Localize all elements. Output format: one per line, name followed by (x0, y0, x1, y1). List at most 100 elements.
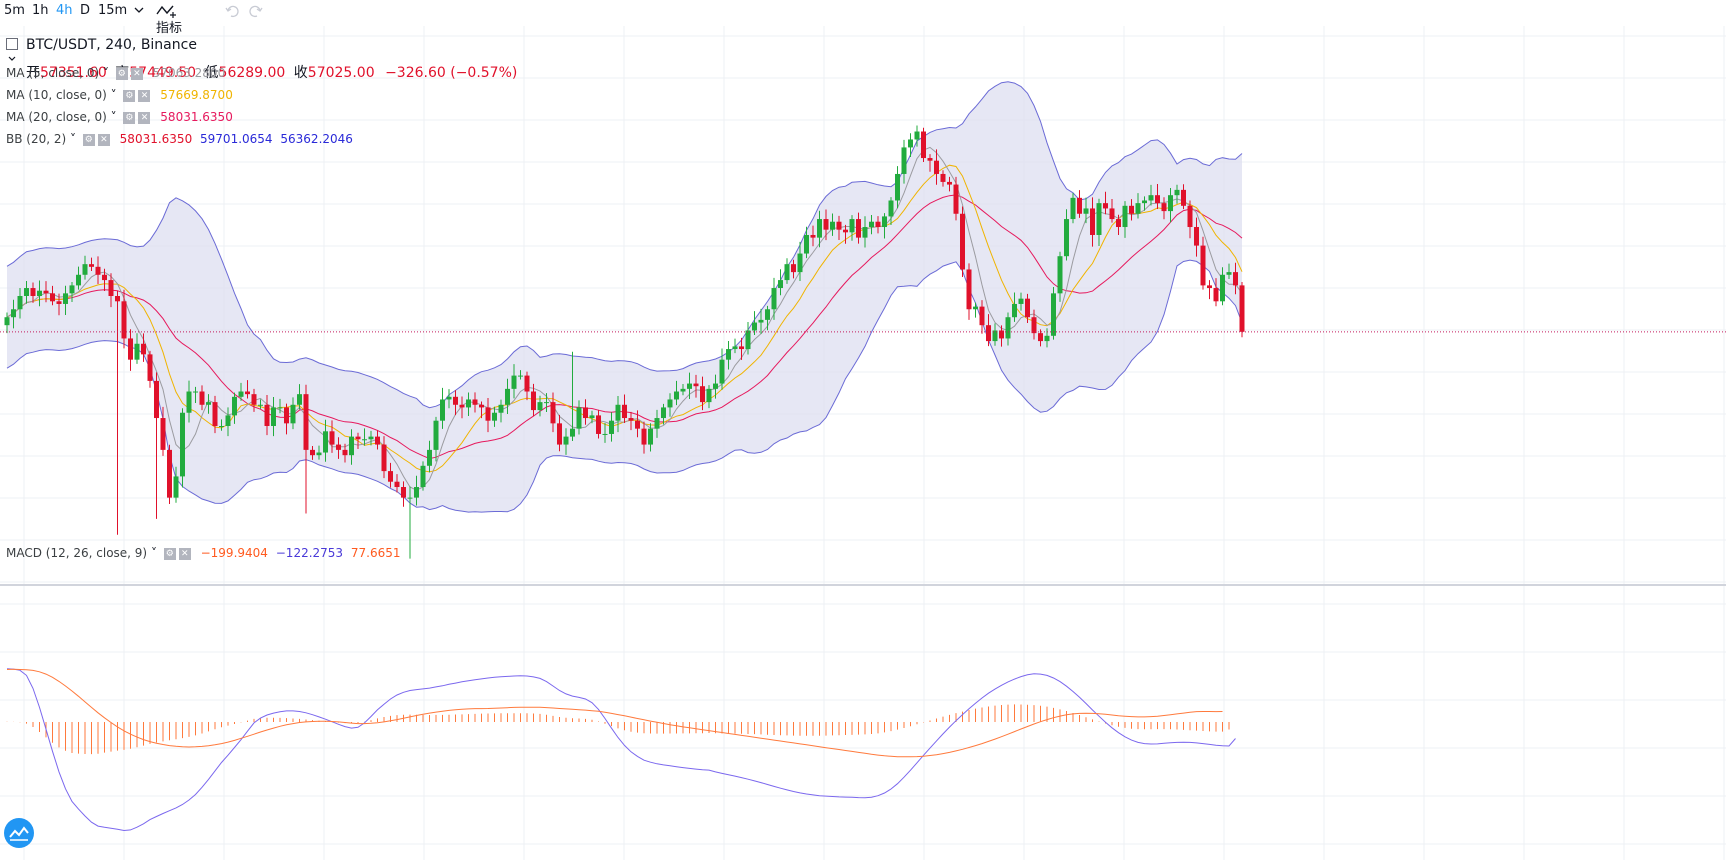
pane-separator[interactable] (0, 584, 1726, 586)
close-icon[interactable]: ✕ (178, 547, 191, 560)
candle (927, 154, 933, 172)
collapse-legend-icon[interactable] (6, 38, 18, 50)
interval-15m-button[interactable]: 15m (98, 3, 128, 18)
candle (875, 216, 881, 234)
candle-body (446, 396, 452, 400)
candle-body (160, 418, 166, 450)
chart-area[interactable] (0, 26, 1726, 860)
settings-icon[interactable]: ⚙ (115, 67, 128, 80)
candle (1083, 197, 1089, 224)
candle-body (349, 436, 354, 456)
candle (973, 302, 978, 318)
candle-body (875, 221, 881, 228)
candle (680, 384, 686, 396)
ma10-legend-name[interactable]: MA (10, close, 0) (6, 88, 107, 102)
close-icon[interactable]: ✕ (138, 111, 151, 124)
logo-icon[interactable] (4, 818, 34, 848)
interval-d-button[interactable]: D (80, 3, 91, 18)
candle (82, 255, 88, 280)
macd-legend-name[interactable]: MACD (12, 26, close, 9) (6, 546, 148, 560)
candle-body (966, 269, 972, 310)
candle-body (687, 383, 692, 389)
candle-body (778, 280, 783, 289)
candle-body (407, 497, 413, 499)
candle-body (570, 428, 575, 437)
candle-body (141, 343, 146, 355)
candle-body (583, 407, 588, 419)
candle-body (1213, 288, 1219, 302)
close-icon[interactable]: ✕ (130, 67, 143, 80)
candle-body (771, 288, 777, 310)
settings-icon[interactable]: ⚙ (123, 89, 136, 102)
indicators-button[interactable]: 指标 (156, 2, 182, 36)
candle-body (466, 399, 471, 408)
candle-body (635, 420, 640, 429)
candle (160, 406, 166, 456)
candle (1103, 191, 1108, 215)
candle (661, 403, 666, 425)
macd-chart[interactable] (0, 586, 1726, 860)
candle-body (654, 418, 660, 429)
chevron-down-icon[interactable]: ˅ (147, 546, 157, 560)
bb-legend-name[interactable]: BB (20, 2) (6, 132, 67, 146)
candle (537, 395, 543, 417)
candle (446, 389, 452, 409)
candle-body (251, 394, 257, 405)
symbol-title[interactable]: BTC/USDT, 240, Binance (26, 37, 197, 53)
candle (719, 348, 725, 390)
candle (1213, 278, 1219, 307)
candle (212, 395, 218, 434)
chevron-down-icon[interactable] (6, 53, 517, 65)
candle-body (342, 449, 348, 456)
chevron-down-icon[interactable]: ˅ (106, 88, 117, 102)
candle (362, 428, 367, 446)
candle-body (167, 449, 172, 498)
candle (56, 293, 62, 316)
settings-icon[interactable]: ⚙ (123, 111, 136, 124)
candle (784, 258, 790, 284)
candle-body (1174, 189, 1180, 196)
redo-icon[interactable] (248, 2, 264, 20)
candle (856, 212, 861, 244)
candle (310, 445, 315, 460)
candle-body (589, 415, 595, 419)
chevron-down-icon[interactable]: ˅ (99, 66, 110, 80)
interval-4h-button[interactable]: 4h (56, 3, 73, 18)
candle-body (414, 487, 419, 498)
candle-body (609, 420, 614, 434)
close-icon[interactable]: ✕ (97, 133, 110, 146)
candle (940, 170, 946, 187)
close-icon[interactable]: ✕ (138, 89, 151, 102)
candle-body (700, 386, 705, 403)
settings-icon[interactable]: ⚙ (163, 547, 176, 560)
chevron-down-icon[interactable]: ˅ (106, 110, 117, 124)
interval-5m-button[interactable]: 5m (4, 3, 25, 18)
ma5-legend-name[interactable]: MA (5, close, 0) (6, 66, 100, 80)
candle (979, 300, 985, 334)
ma20-legend-name[interactable]: MA (20, close, 0) (6, 110, 107, 124)
low-label: 低 (204, 65, 219, 81)
candle (264, 394, 270, 436)
chevron-down-icon[interactable]: ˅ (66, 132, 77, 146)
candle (30, 282, 36, 303)
candle (147, 350, 153, 388)
candle (960, 206, 965, 278)
candle-body (1187, 205, 1193, 228)
candle-body (713, 383, 718, 389)
candle-body (264, 404, 270, 426)
candle-body (706, 388, 712, 403)
candle-body (544, 402, 549, 404)
price-chart[interactable] (0, 26, 1726, 586)
chevron-down-icon[interactable] (133, 1, 145, 19)
candle (180, 408, 185, 488)
candle (700, 376, 705, 411)
candle (999, 325, 1004, 347)
interval-1h-button[interactable]: 1h (32, 3, 49, 18)
undo-icon[interactable] (224, 2, 240, 20)
candle (401, 481, 406, 507)
settings-icon[interactable]: ⚙ (82, 133, 95, 146)
bollinger-band-fill (7, 81, 1242, 513)
candle-body (147, 354, 153, 381)
candle (1226, 263, 1232, 279)
candle (765, 305, 770, 331)
